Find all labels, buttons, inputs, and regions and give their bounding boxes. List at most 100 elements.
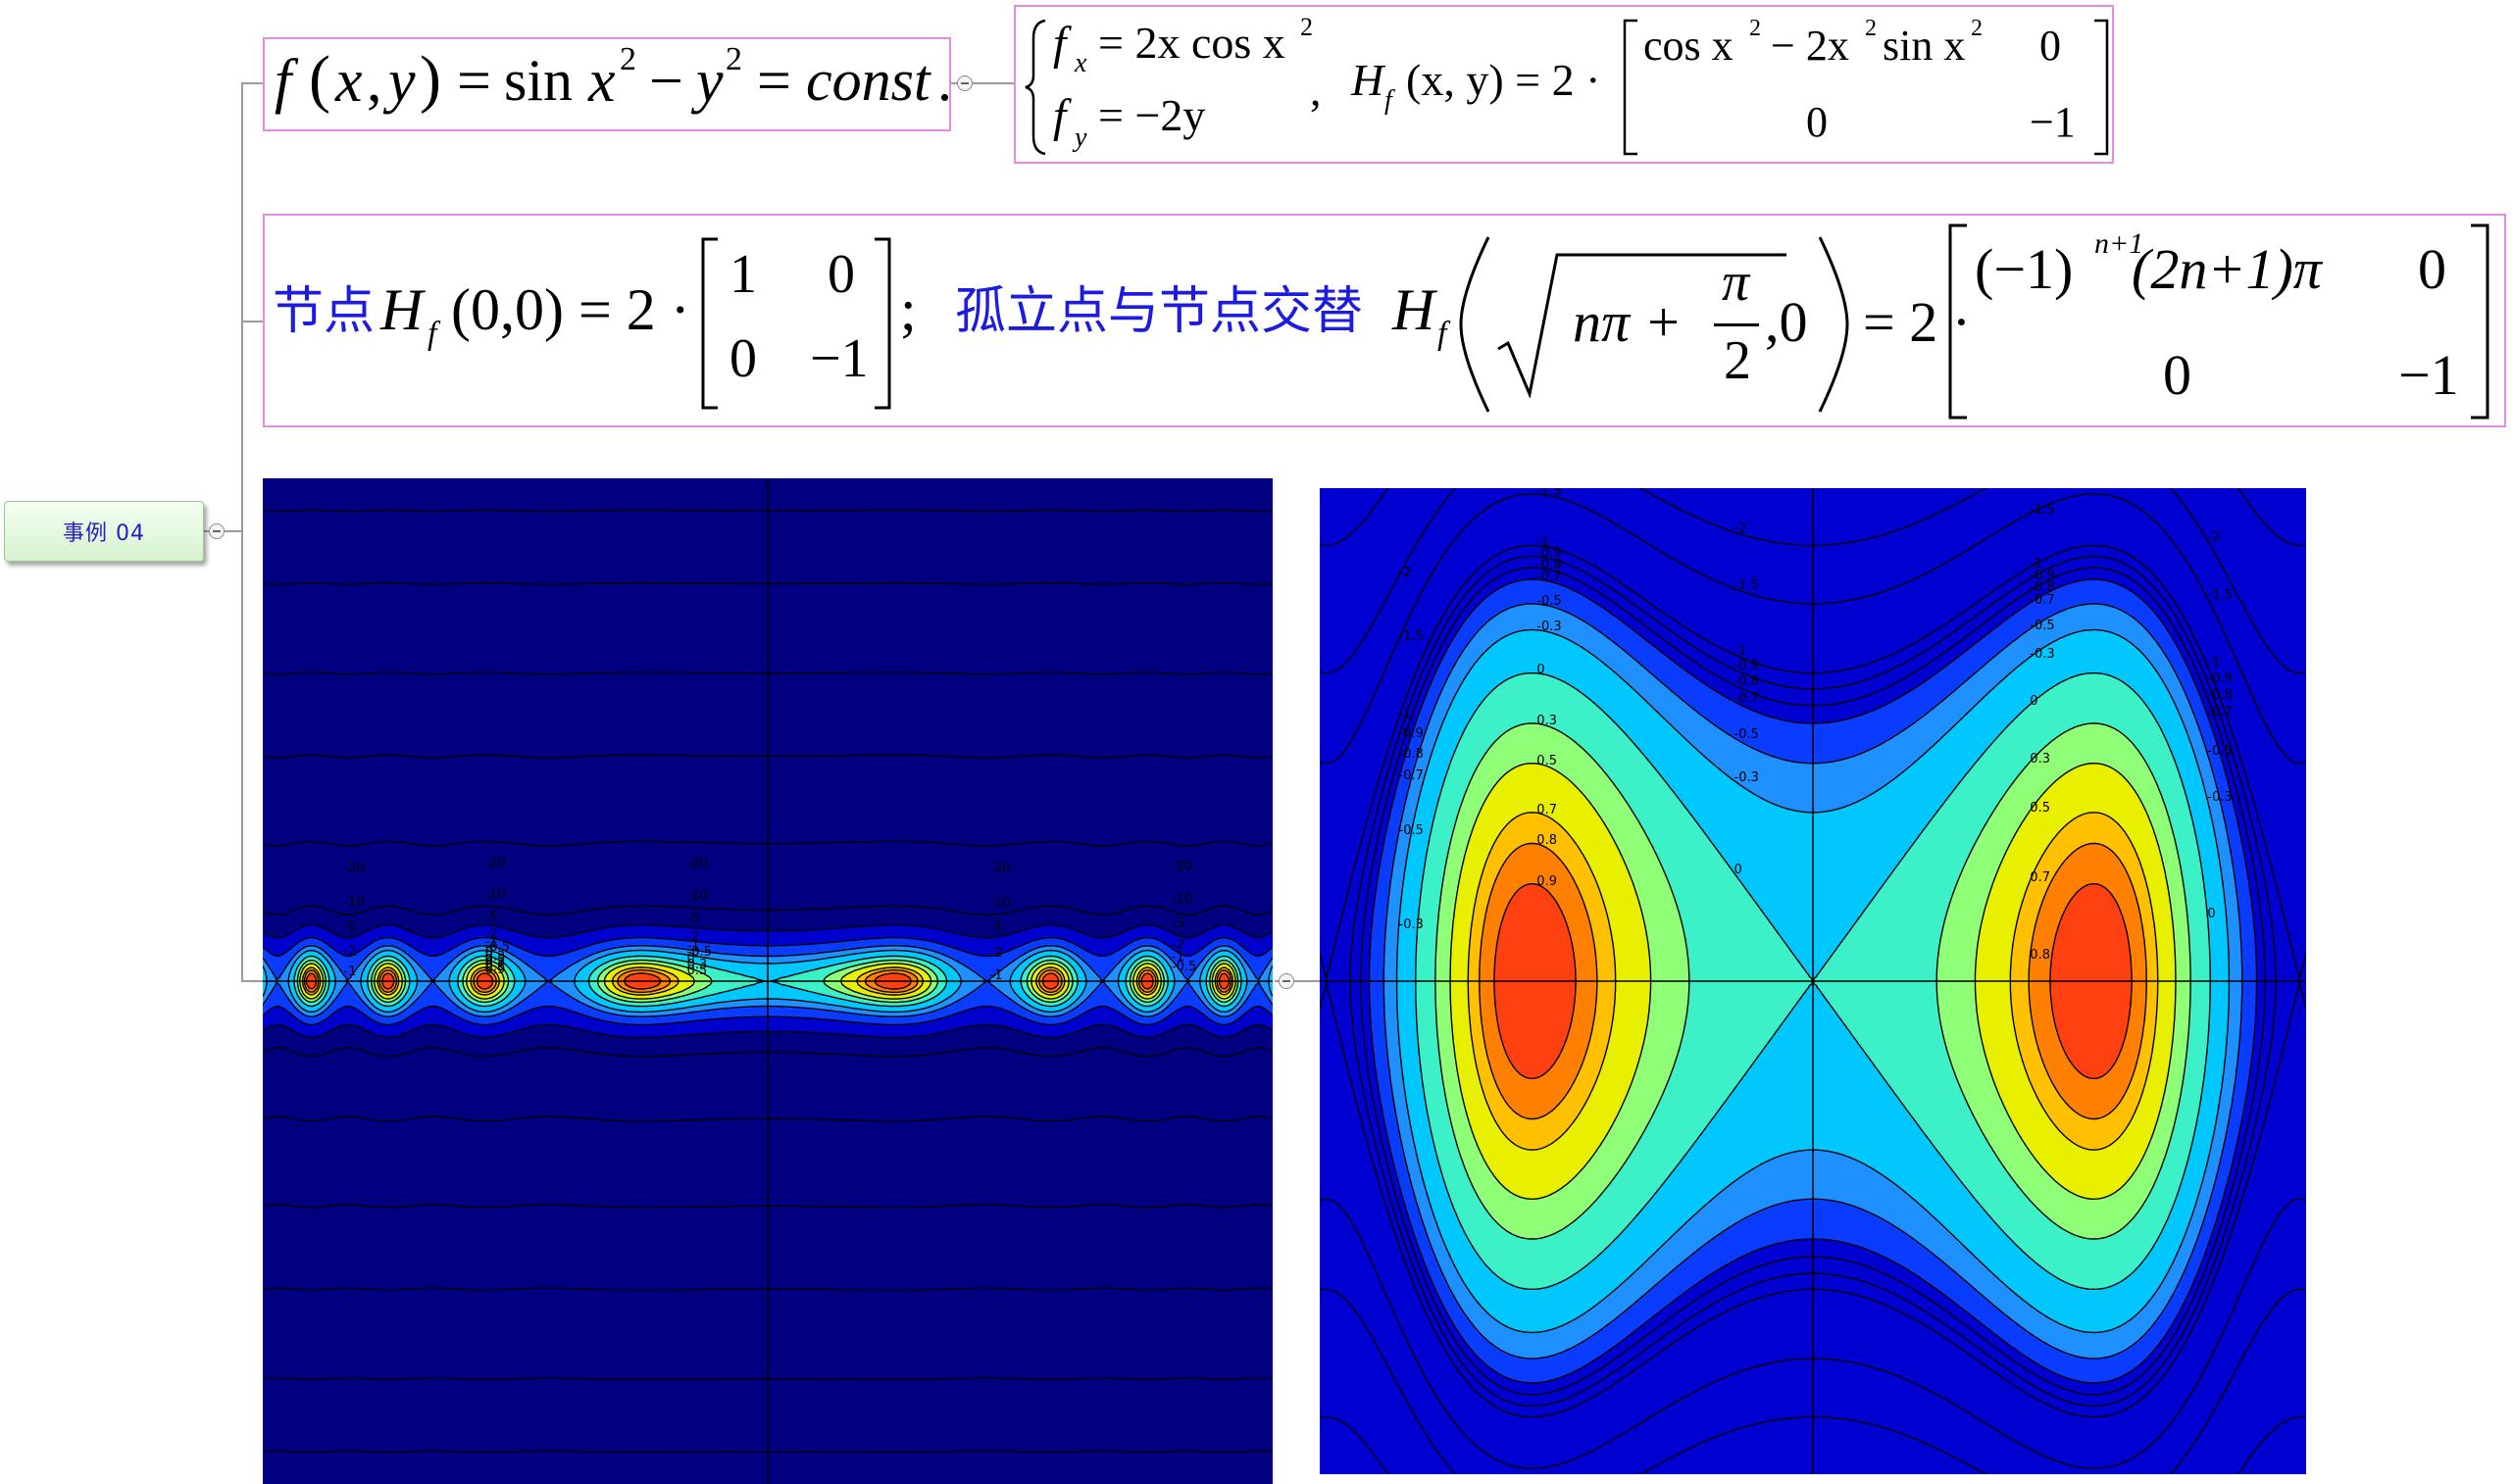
f3-matrixB-right-bracket: [2471, 223, 2489, 420]
f1-sup2: 2: [620, 41, 636, 77]
f3-matrixB-left-bracket: [1948, 223, 1967, 420]
f3-b22: −1: [2398, 343, 2459, 407]
f1-lparen: (: [309, 43, 330, 115]
contour-label: -1: [485, 935, 498, 950]
contour-label: 0.9: [485, 963, 506, 977]
f3-H: H: [380, 277, 424, 342]
contour-label: -20: [687, 857, 708, 871]
isoline-10: [1434, 722, 2191, 1240]
contour-label: 0: [1536, 663, 1544, 677]
contour-label: 0.3: [687, 958, 708, 972]
f2-m11: cos x: [1643, 22, 1734, 70]
isoline-0: [1320, 488, 2306, 1474]
contour-label: -0.8: [2207, 688, 2232, 703]
f1-equals: =: [457, 48, 491, 115]
isoline-1: [1320, 488, 2306, 1474]
contour-label: -1: [1172, 950, 1184, 965]
f1-sup2b: 2: [726, 41, 742, 77]
contour-label: 0.7: [485, 957, 506, 971]
isoline-14: [303, 968, 1232, 994]
contour-label: -10: [485, 887, 506, 902]
f1-sin: sin: [504, 48, 574, 113]
isoline-11: [1449, 763, 2177, 1200]
isoline-3: [1320, 544, 2306, 1418]
f3-b11-sup: n+1: [2094, 227, 2144, 260]
formula-box-derivatives[interactable]: f x = 2x cos x 2 f y = −2y , H f (x, y) …: [1014, 5, 2114, 164]
f3-b11b: (2n+1)π: [2132, 237, 2322, 301]
contour-plot-zoom-svg: -2-2-2-1.5-1.5-1.5-1.5-1.5-1-1-1-1-1-0.9…: [1320, 488, 2306, 1474]
isoline-0: [263, 509, 1273, 1454]
f3-node-label: 节点: [273, 282, 376, 341]
isoline-8: [1395, 628, 2231, 1334]
f1-y: y: [388, 48, 416, 115]
f1-comma: ,: [367, 48, 382, 115]
isoline-6: [263, 924, 1273, 1038]
contour-label: 0: [687, 952, 695, 966]
contour-label: 0.9: [1536, 874, 1557, 889]
contour-label: -1.5: [2030, 503, 2054, 518]
contour-label: -1: [990, 968, 1003, 983]
contour-label: -10: [1172, 893, 1192, 908]
contour-label: -0.7: [2207, 705, 2232, 719]
formula-box-function[interactable]: f ( x , y ) = sin x 2 − y 2 = const .: [263, 37, 952, 131]
f3-b21: 0: [2163, 343, 2191, 407]
fx-sub: x: [1075, 48, 1087, 78]
fy-f: f: [1053, 90, 1067, 142]
collapse-button-root[interactable]: [209, 523, 225, 539]
f3-semicolon: ;: [900, 277, 917, 342]
contour-label: 0.3: [2030, 752, 2050, 767]
contour-label: 0: [2207, 907, 2215, 921]
contour-label: -0.5: [1399, 823, 1424, 838]
contour-label: -0.7: [2030, 593, 2054, 608]
contour-label: -2: [1172, 938, 1184, 953]
f3-a12: 0: [828, 244, 855, 305]
contour-label: -2: [1399, 566, 1412, 580]
contour-label: -0.5: [1536, 594, 1561, 609]
isoline-1: [263, 581, 1273, 1381]
formula-box-critical-points[interactable]: 节点 H f (0,0) = 2 · 1 0 0 −1 ; 孤立点与节点交替 H…: [263, 214, 2506, 427]
contour-label: -0.3: [1734, 770, 1759, 785]
contour-label: -10: [343, 895, 364, 910]
isoline-13: [301, 966, 1234, 996]
contour-label: -2: [343, 945, 356, 960]
contour-label: -0.9: [1536, 546, 1561, 561]
contour-label: -0.8: [1536, 558, 1561, 572]
contour-label: -0.9: [1734, 659, 1759, 673]
isoline-6: [1368, 578, 2258, 1384]
contour-label: -0.7: [1536, 569, 1561, 584]
f2-m21: 0: [1806, 98, 1828, 146]
isoline-13: [1479, 842, 2147, 1120]
contour-label: -1: [343, 965, 356, 979]
isoline-10: [293, 955, 1242, 1008]
contour-label: -0.7: [1734, 691, 1759, 706]
contour-label: 0.7: [1536, 803, 1557, 817]
f3-args1: (0,0) = 2 ·: [451, 277, 690, 342]
f2-left-brace: [1025, 19, 1046, 156]
f2-H: H: [1351, 55, 1384, 105]
f1-x2: x: [588, 48, 616, 115]
contour-label: -10: [990, 896, 1011, 911]
f2-m12: 0: [2039, 22, 2061, 70]
f1-dot: .: [937, 48, 952, 113]
f3-fraction-bar: [1714, 323, 1759, 326]
root-node[interactable]: 事例 04: [4, 501, 204, 562]
f3-eq2: = 2 ·: [1863, 290, 1972, 354]
contour-label: 0.3: [485, 950, 506, 965]
connector-trunk: [241, 82, 243, 982]
collapse-button-formula1[interactable]: [957, 75, 973, 91]
contour-label: -0.3: [1399, 917, 1424, 932]
connector-branch-3: [241, 321, 263, 322]
f2-m11-sup: 2: [1749, 16, 1761, 41]
f3-matrixA-left-bracket: [701, 237, 718, 410]
contour-label: -2: [485, 927, 498, 942]
contour-label: 0.8: [485, 960, 506, 974]
collapse-button-plot1[interactable]: [1279, 973, 1294, 989]
contour-label: -0.3: [2030, 647, 2054, 662]
f3-matrixA-right-bracket: [875, 237, 891, 410]
contour-label: -0.5: [2030, 618, 2054, 633]
isoline-7: [263, 936, 1273, 1026]
isoline-9: [1415, 672, 2211, 1290]
contour-label: -0.5: [687, 945, 712, 960]
contour-label: 0.5: [687, 964, 708, 978]
isoline-5: [1360, 567, 2266, 1396]
